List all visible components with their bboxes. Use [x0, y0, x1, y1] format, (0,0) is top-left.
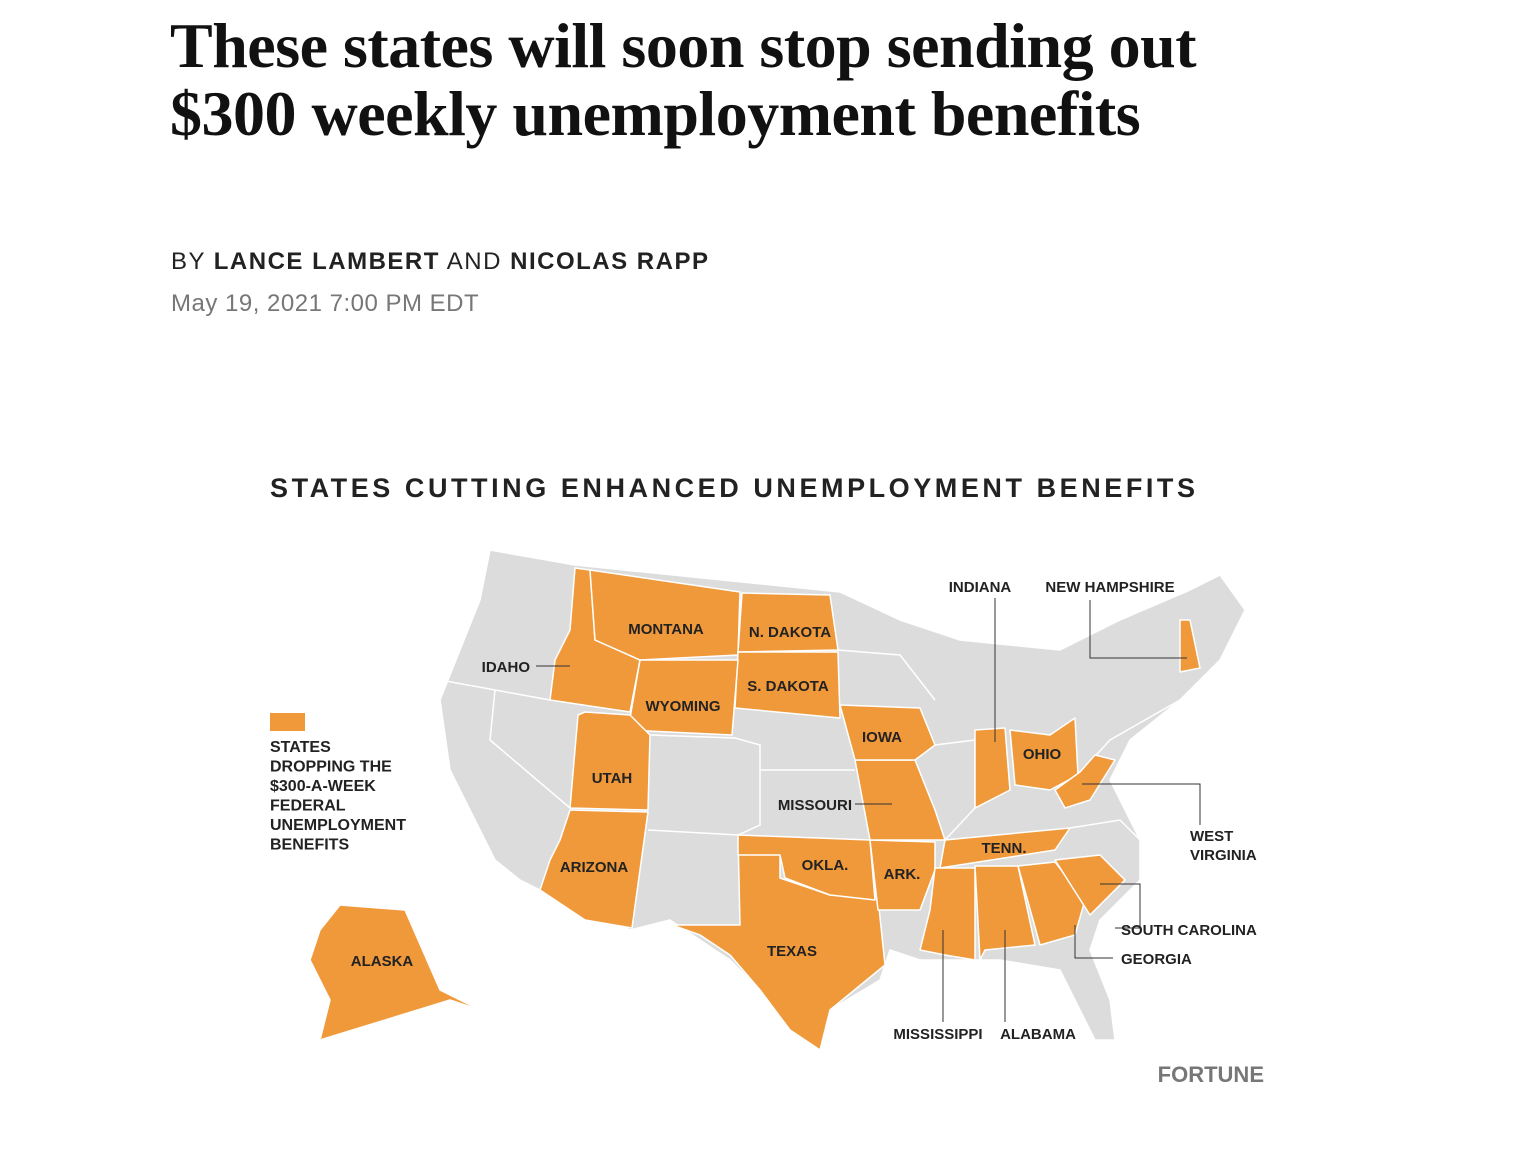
state-label: ARK.	[884, 866, 921, 883]
state-label: IOWA	[862, 729, 902, 746]
state-label: TENN.	[982, 840, 1027, 857]
state-label: ALASKA	[351, 953, 414, 970]
state-label: S. DAKOTA	[747, 678, 829, 695]
state-border	[837, 649, 936, 701]
state-label: OKLA.	[802, 857, 849, 874]
state-label: N. DAKOTA	[749, 624, 831, 641]
state	[309, 904, 481, 1041]
state-label: WYOMING	[646, 698, 721, 715]
state	[589, 569, 741, 661]
state-label: ALABAMA	[1000, 1026, 1076, 1043]
leader-line	[1089, 600, 1187, 659]
byline: BY LANCE LAMBERT AND NICOLAS RAPP	[171, 248, 709, 276]
legend-line: $300-A-WEEK	[270, 778, 376, 795]
state	[569, 711, 651, 811]
legend-line: DROPPING THE	[270, 759, 392, 776]
state-label: OHIO	[1023, 746, 1062, 763]
headline: These states will soon stop sending out …	[170, 10, 1197, 149]
legend-swatch	[270, 713, 305, 731]
legend-line: BENEFITS	[270, 837, 349, 854]
state-label: MISSISSIPPI	[893, 1026, 982, 1043]
state	[627, 659, 739, 736]
state-label: ARIZONA	[560, 859, 628, 876]
leader-line	[1082, 783, 1201, 825]
state	[737, 592, 839, 653]
state-label: UTAH	[592, 770, 633, 787]
state-border	[647, 734, 761, 836]
credit: FORTUNE	[1158, 1062, 1264, 1087]
state-label: SOUTH CAROLINA	[1121, 922, 1257, 939]
legend-line: FEDERAL	[270, 798, 346, 815]
legend-label: STATES DROPPING THE $300-A-WEEK FEDERAL UNEM…	[270, 739, 406, 854]
byline-prefix: BY	[171, 248, 206, 275]
state-border	[1069, 819, 1141, 841]
state-label: MISSOURI	[778, 797, 852, 814]
state	[1179, 619, 1201, 673]
leader-line	[1074, 925, 1113, 959]
state-label: IDAHO	[482, 659, 531, 676]
publish-date: May 19, 2021 7:00 PM EDT	[171, 290, 480, 317]
state-label: TEXAS	[767, 943, 817, 960]
state	[1054, 754, 1116, 809]
state-label: MONTANA	[628, 621, 704, 638]
state-label: NEW HAMPSHIRE	[1045, 579, 1174, 596]
state-label: INDIANA	[949, 579, 1012, 596]
state-label: VIRGINIA	[1190, 847, 1257, 864]
leader-line	[1100, 883, 1141, 929]
author[interactable]: NICOLAS RAPP	[510, 248, 710, 275]
state-label: WEST	[1190, 828, 1233, 845]
state	[539, 809, 649, 929]
state	[1017, 861, 1086, 946]
map-title: STATES CUTTING ENHANCED UNEMPLOYMENT BEN…	[270, 473, 1195, 503]
legend-line: UNEMPLOYMENT	[270, 817, 406, 834]
state	[939, 827, 1071, 869]
author[interactable]: LANCE LAMBERT	[213, 248, 440, 275]
state-border	[489, 689, 571, 809]
legend-line: STATES	[270, 739, 331, 756]
state-label: GEORGIA	[1121, 951, 1192, 968]
state	[839, 704, 936, 761]
state	[974, 865, 1036, 961]
state	[1054, 854, 1126, 916]
state	[671, 834, 886, 1051]
byline-conjunction: AND	[446, 248, 502, 275]
state	[869, 839, 936, 911]
